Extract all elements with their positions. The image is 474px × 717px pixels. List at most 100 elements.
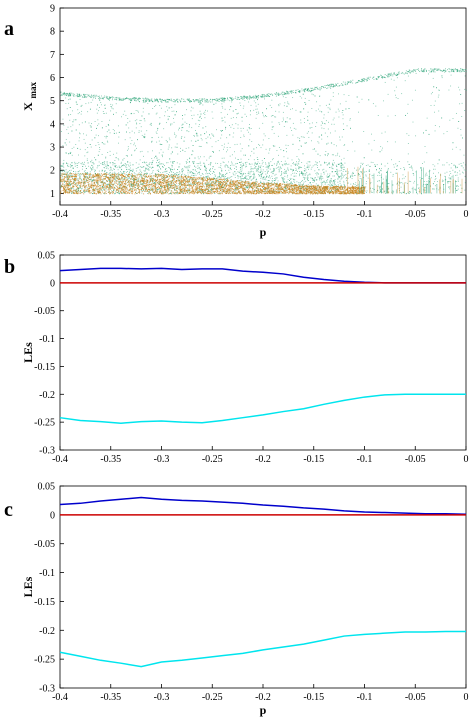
scatter-point xyxy=(284,178,286,180)
scatter-point xyxy=(332,162,333,164)
scatter-envelope-point xyxy=(219,98,221,100)
scatter-point xyxy=(280,161,282,162)
scatter-point xyxy=(314,181,315,183)
scatter-point xyxy=(122,179,124,181)
scatter-point xyxy=(380,169,382,171)
scatter-point xyxy=(434,168,436,170)
scatter-point xyxy=(104,182,106,183)
scatter-point xyxy=(72,124,74,126)
scatter-point xyxy=(296,161,297,163)
scatter-point xyxy=(460,163,462,164)
scatter-envelope-point xyxy=(302,90,304,92)
scatter-point xyxy=(355,182,357,184)
scatter-point xyxy=(210,137,212,139)
scatter-point xyxy=(91,164,93,166)
scatter-envelope-point xyxy=(258,95,260,97)
scatter-point xyxy=(191,127,193,129)
scatter-point xyxy=(324,154,326,156)
scatter-point xyxy=(293,187,295,189)
scatter-point xyxy=(347,182,349,184)
scatter-point xyxy=(117,176,119,178)
scatter-point xyxy=(150,184,152,186)
scatter-point xyxy=(298,161,300,162)
scatter-point xyxy=(424,186,426,188)
scatter-envelope-point xyxy=(422,70,424,72)
scatter-point xyxy=(323,117,325,119)
scatter-envelope-point xyxy=(196,100,198,102)
scatter-point xyxy=(90,179,92,181)
scatter-point xyxy=(182,168,184,170)
scatter-point xyxy=(244,178,246,179)
scatter-envelope-point xyxy=(165,101,167,103)
scatter-point xyxy=(439,193,441,195)
scatter-point xyxy=(62,171,64,173)
scatter-point xyxy=(113,130,115,132)
scatter-point xyxy=(329,185,331,187)
scatter-point xyxy=(284,175,286,177)
scatter-point xyxy=(118,159,120,161)
scatter-point xyxy=(60,165,62,167)
scatter-point xyxy=(298,184,300,186)
scatter-point xyxy=(314,170,316,172)
scatter-point xyxy=(171,181,173,183)
scatter-point xyxy=(156,169,158,171)
scatter-point xyxy=(209,169,211,171)
scatter-point xyxy=(226,137,228,139)
scatter-point xyxy=(226,177,228,179)
scatter-point xyxy=(325,85,327,86)
scatter-point xyxy=(121,185,123,187)
scatter-point xyxy=(347,172,349,174)
scatter-point xyxy=(282,165,284,167)
scatter-envelope-point xyxy=(465,71,467,73)
scatter-point xyxy=(133,175,135,177)
scatter-point xyxy=(449,178,451,180)
scatter-point xyxy=(62,118,64,120)
scatter-envelope-point xyxy=(137,98,139,100)
scatter-point xyxy=(79,137,80,139)
scatter-point xyxy=(145,100,147,102)
scatter-point xyxy=(126,182,128,183)
scatter-point xyxy=(458,86,460,88)
scatter-point xyxy=(267,165,269,167)
scatter-envelope-point xyxy=(333,85,335,87)
scatter-point xyxy=(279,163,281,165)
scatter-point xyxy=(186,178,188,180)
scatter-point xyxy=(103,143,105,145)
scatter-point xyxy=(103,192,105,194)
scatter-point xyxy=(242,173,244,175)
scatter-point xyxy=(138,172,140,174)
scatter-point xyxy=(66,171,68,173)
scatter-point xyxy=(323,171,325,173)
scatter-point xyxy=(143,174,145,176)
scatter-point xyxy=(269,177,271,179)
scatter-point xyxy=(334,186,336,188)
scatter-point xyxy=(428,176,430,178)
scatter-envelope-point xyxy=(217,100,219,102)
scatter-point xyxy=(176,185,178,187)
scatter-point xyxy=(240,173,242,175)
scatter-point xyxy=(323,123,325,124)
scatter-point xyxy=(170,171,172,172)
scatter-point xyxy=(407,153,409,155)
scatter-point xyxy=(316,165,318,166)
scatter-point xyxy=(102,163,103,165)
scatter-point xyxy=(125,165,127,167)
scatter-envelope-point xyxy=(142,97,144,99)
scatter-point xyxy=(295,128,297,130)
scatter-envelope-point xyxy=(315,87,317,88)
scatter-envelope-point xyxy=(86,93,88,95)
scatter-point xyxy=(158,152,160,154)
scatter-point xyxy=(68,179,70,180)
scatter-point xyxy=(144,190,146,192)
scatter-point xyxy=(209,168,211,170)
scatter-point xyxy=(149,166,151,168)
scatter-point xyxy=(140,176,142,178)
scatter-point xyxy=(81,122,83,124)
scatter-point xyxy=(448,192,450,194)
scatter-envelope-point xyxy=(107,98,109,100)
scatter-point xyxy=(146,130,148,132)
scatter-point xyxy=(456,172,458,174)
scatter-point xyxy=(65,169,67,171)
scatter-point xyxy=(406,133,408,135)
y-tick-label-a: 7 xyxy=(50,50,55,61)
